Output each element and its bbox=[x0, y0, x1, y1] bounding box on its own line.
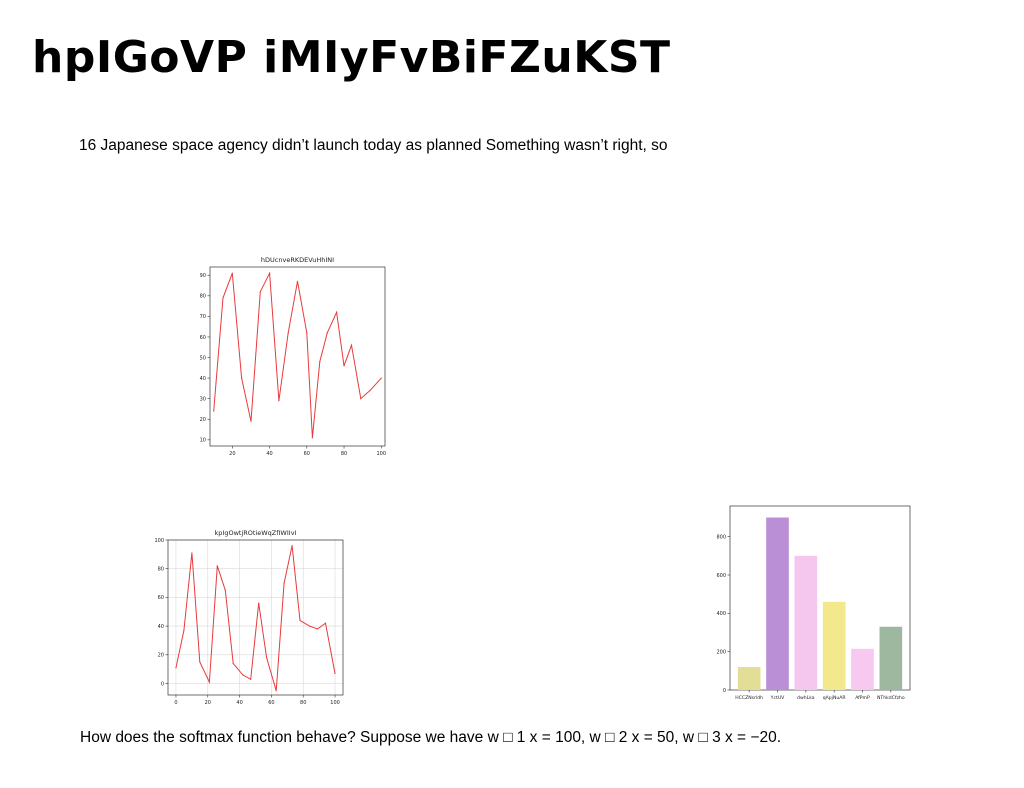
line-chart-top-xtick-label-2: 60 bbox=[304, 451, 310, 457]
bar-chart-frame bbox=[729, 505, 911, 691]
line-chart-top-xtick-label-4: 100 bbox=[377, 451, 387, 457]
line-chart-top-ytick-label-8: 90 bbox=[200, 273, 206, 279]
line-chart-bottom-ytick-label-5: 100 bbox=[154, 538, 164, 544]
line-chart-top-ytick-label-7: 80 bbox=[200, 294, 206, 300]
bar-chart-ytick-label-4: 800 bbox=[716, 534, 726, 540]
line-chart-bottom-xtick-label-0: 0 bbox=[174, 700, 177, 706]
line-chart-bottom-point-19 bbox=[334, 672, 336, 675]
line-chart-bottom-title: kpIgOwtjROtieWqZfIWIIvI bbox=[215, 529, 297, 537]
line-chart-top-point-12 bbox=[319, 361, 321, 363]
bar-chart-bar-5 bbox=[879, 626, 903, 690]
line-chart-top-point-11 bbox=[311, 437, 313, 439]
line-chart-bottom-point-12 bbox=[275, 690, 277, 692]
line-chart-top-ytick-label-0: 10 bbox=[200, 438, 206, 444]
line-chart-top-point-7 bbox=[278, 400, 280, 402]
line-chart-bottom-xtick-label-3: 60 bbox=[268, 700, 274, 706]
line-chart-top-title: hDUcnveRKDEVuHhINI bbox=[261, 256, 334, 264]
bar-chart-ytick-label-2: 400 bbox=[716, 611, 726, 617]
line-chart-bottom-point-17 bbox=[316, 628, 319, 630]
line-chart-top-ytick-label-3: 40 bbox=[200, 376, 206, 382]
bar-chart-category-label-3: qApjNuAR bbox=[823, 695, 847, 701]
bar-chart-category-label-2: dwhLka bbox=[797, 695, 815, 701]
line-chart-bottom-ytick-label-0: 0 bbox=[161, 681, 164, 687]
bar-chart: HCCZNsrldh YctUV dwhLka qApjNuAR AfPmP NThkdC… bbox=[700, 496, 930, 711]
bar-chart-category-label-1: YctUV bbox=[770, 695, 785, 701]
line-chart-bottom-point-9 bbox=[250, 678, 252, 680]
line-chart-top-point-1 bbox=[222, 297, 224, 299]
line-chart-top-series-line bbox=[213, 271, 382, 438]
line-chart-bottom-ytick-label-3: 60 bbox=[158, 595, 164, 601]
bar-chart-category-label-5: NThkdCfzho bbox=[877, 695, 905, 701]
line-chart-bottom-point-18 bbox=[324, 622, 327, 624]
bar-chart-category-label-0: HCCZNsrldh bbox=[735, 695, 763, 701]
line-chart-bottom-point-8 bbox=[242, 674, 244, 676]
line-chart-top-point-13 bbox=[326, 332, 328, 334]
line-chart-top: hDUcnveRKDEVuHhINI 20 40 60 80 100 10 20 30 40 50 6… bbox=[188, 250, 398, 465]
bottom-question-text: How does the softmax function behave? Su… bbox=[80, 729, 782, 746]
line-chart-top-point-0 bbox=[213, 410, 215, 412]
line-chart-bottom-point-7 bbox=[232, 662, 234, 665]
line-chart-bottom-series-line bbox=[175, 545, 336, 691]
line-chart-top-ytick-label-4: 50 bbox=[200, 355, 206, 361]
line-chart-top-ytick-label-5: 60 bbox=[200, 335, 206, 341]
line-chart-top-point-16 bbox=[350, 344, 353, 346]
line-chart-top-point-9 bbox=[296, 280, 299, 283]
line-chart-top-point-8 bbox=[287, 332, 289, 334]
bar-chart-category-label-4: AfPmP bbox=[855, 695, 870, 701]
bar-chart-bar-4 bbox=[851, 648, 874, 690]
line-chart-top-frame bbox=[209, 266, 386, 447]
bar-chart-bar-2 bbox=[794, 555, 818, 690]
line-chart-bottom-point-10 bbox=[258, 602, 260, 604]
slide-title: hpIGoVP iMIyFvBiFZuKST bbox=[32, 32, 671, 83]
line-chart-top-point-15 bbox=[343, 365, 345, 367]
slide-subtitle: 16 Japanese space agency didn’t launch t… bbox=[79, 137, 668, 154]
line-chart-bottom-point-11 bbox=[266, 657, 268, 659]
line-chart-top-point-5 bbox=[259, 291, 261, 293]
line-chart-bottom-point-4 bbox=[208, 681, 210, 683]
line-chart-bottom-ytick-label-1: 20 bbox=[158, 653, 164, 659]
line-chart-top-point-3 bbox=[241, 377, 243, 379]
bar-chart-svg: HCCZNsrldh YctUV dwhLka qApjNuAR AfPmP NThkdC… bbox=[716, 505, 911, 701]
line-chart-top-xtick-label-1: 40 bbox=[266, 451, 272, 457]
line-chart-bottom: kpIgOwtjROtieWqZfIWIIvI 0 20 40 60 80 100 0 20 40… bbox=[145, 522, 355, 712]
line-chart-bottom-point-16 bbox=[308, 625, 311, 627]
line-chart-bottom-xtick-label-2: 40 bbox=[236, 700, 242, 706]
line-chart-top-point-2 bbox=[231, 272, 233, 274]
line-chart-top-xtick-label-3: 80 bbox=[341, 451, 347, 457]
line-chart-bottom-point-6 bbox=[224, 589, 226, 591]
bar-chart-ytick-label-3: 600 bbox=[716, 573, 726, 579]
line-chart-bottom-ytick-label-4: 80 bbox=[158, 567, 164, 573]
line-chart-bottom-point-1 bbox=[183, 629, 185, 632]
bar-chart-ytick-label-0: 0 bbox=[723, 688, 726, 694]
line-chart-bottom-xtick-label-1: 20 bbox=[205, 700, 211, 706]
line-chart-bottom-xtick-label-4: 80 bbox=[300, 700, 306, 706]
line-chart-bottom-xtick-label-5: 100 bbox=[330, 700, 340, 706]
line-chart-top-point-14 bbox=[335, 311, 338, 313]
bar-chart-ytick-label-1: 200 bbox=[716, 649, 726, 655]
line-chart-bottom-svg: kpIgOwtjROtieWqZfIWIIvI 0 20 40 60 80 100 0 20 40… bbox=[154, 529, 344, 706]
line-chart-top-point-17 bbox=[360, 398, 362, 400]
bar-chart-bar-1 bbox=[766, 517, 789, 690]
line-chart-top-ytick-label-6: 70 bbox=[200, 314, 206, 320]
line-chart-bottom-ytick-label-2: 40 bbox=[158, 624, 164, 630]
line-chart-top-point-10 bbox=[306, 332, 308, 334]
line-chart-top-svg: hDUcnveRKDEVuHhINI 20 40 60 80 100 10 20 30 40 50 6… bbox=[200, 256, 387, 457]
line-chart-top-point-6 bbox=[268, 272, 271, 274]
bar-chart-bar-0 bbox=[737, 667, 761, 690]
line-chart-bottom-point-13 bbox=[283, 582, 285, 584]
line-chart-top-point-19 bbox=[380, 377, 382, 379]
line-chart-bottom-point-0 bbox=[175, 667, 177, 669]
line-chart-top-ytick-label-2: 30 bbox=[200, 396, 206, 402]
line-chart-bottom-point-2 bbox=[191, 552, 193, 554]
line-chart-top-point-4 bbox=[250, 420, 252, 422]
line-chart-top-point-18 bbox=[369, 389, 371, 392]
bar-chart-bar-3 bbox=[822, 601, 846, 690]
line-chart-bottom-point-14 bbox=[291, 545, 293, 547]
line-chart-bottom-point-5 bbox=[216, 565, 218, 567]
line-chart-bottom-point-15 bbox=[299, 619, 301, 621]
line-chart-top-xtick-label-0: 20 bbox=[229, 451, 235, 457]
line-chart-bottom-point-3 bbox=[199, 661, 201, 663]
line-chart-top-ytick-label-1: 20 bbox=[200, 417, 206, 423]
line-chart-bottom-frame bbox=[167, 539, 344, 696]
